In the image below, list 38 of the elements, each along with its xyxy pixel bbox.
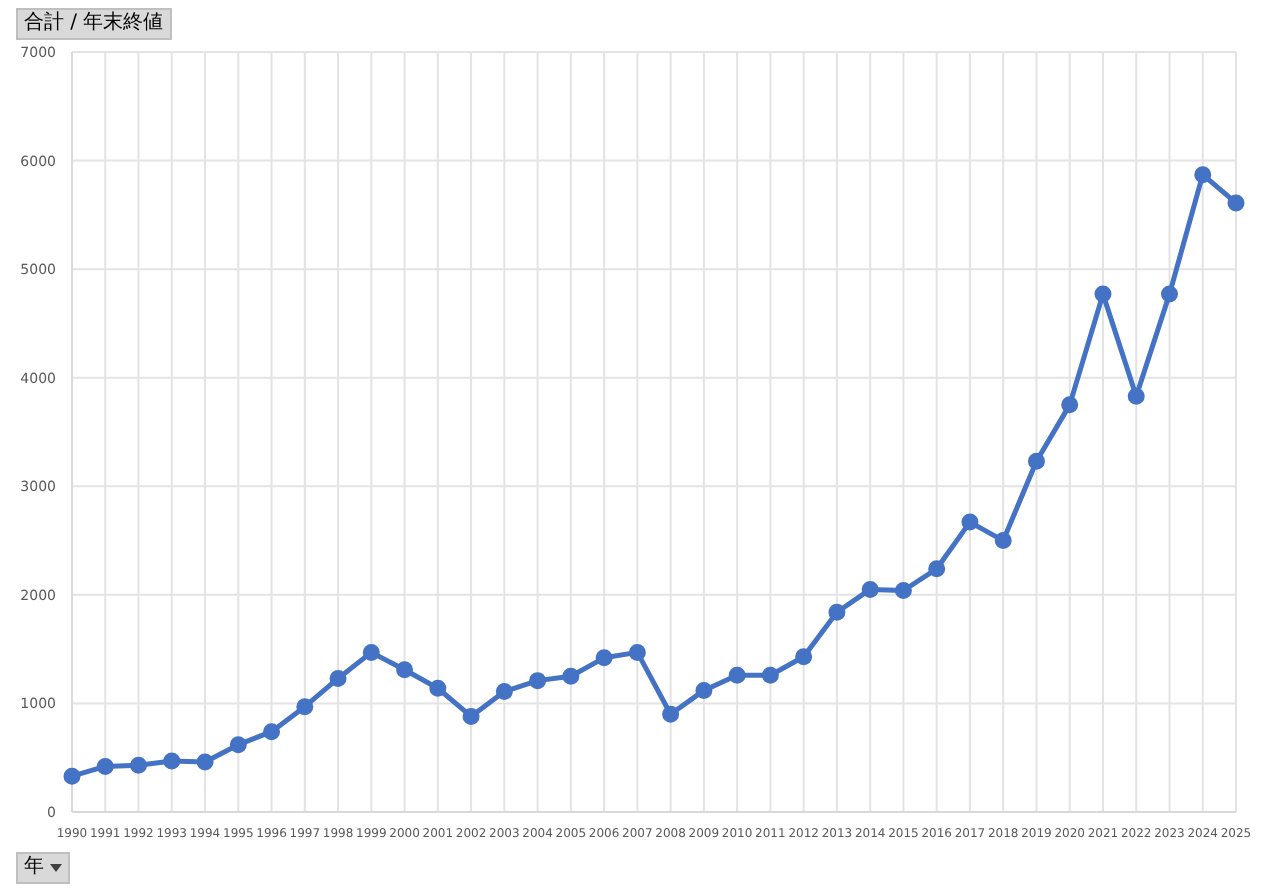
point: [761, 666, 779, 684]
point: [628, 643, 646, 661]
point: [196, 753, 214, 771]
point: [1094, 285, 1112, 303]
point: [562, 667, 580, 685]
point: [1194, 166, 1212, 184]
point: [894, 582, 912, 600]
point: [861, 580, 879, 598]
point: [462, 707, 480, 725]
point: [296, 698, 314, 716]
text: 合計 / 年末終値: [16, 8, 172, 40]
point: [795, 648, 813, 666]
point: [695, 681, 713, 699]
point: [662, 705, 680, 723]
point: [362, 643, 380, 661]
point: [728, 666, 746, 684]
point: [1127, 387, 1145, 405]
point: [595, 649, 613, 667]
point: [961, 513, 979, 531]
text: 年: [24, 856, 44, 880]
point: [828, 603, 846, 621]
point: [96, 757, 114, 775]
point: [994, 532, 1012, 550]
point: [63, 767, 81, 785]
point: [429, 679, 447, 697]
point: [163, 752, 181, 770]
point: [928, 560, 946, 578]
point: [1061, 396, 1079, 414]
point: [1227, 194, 1245, 212]
point: [329, 669, 347, 687]
point: [263, 723, 281, 741]
point: [1160, 285, 1178, 303]
point: [396, 661, 414, 679]
point: [1027, 452, 1045, 470]
point: [495, 682, 513, 700]
point: [130, 756, 148, 774]
point: [529, 672, 547, 690]
point: [229, 736, 247, 754]
